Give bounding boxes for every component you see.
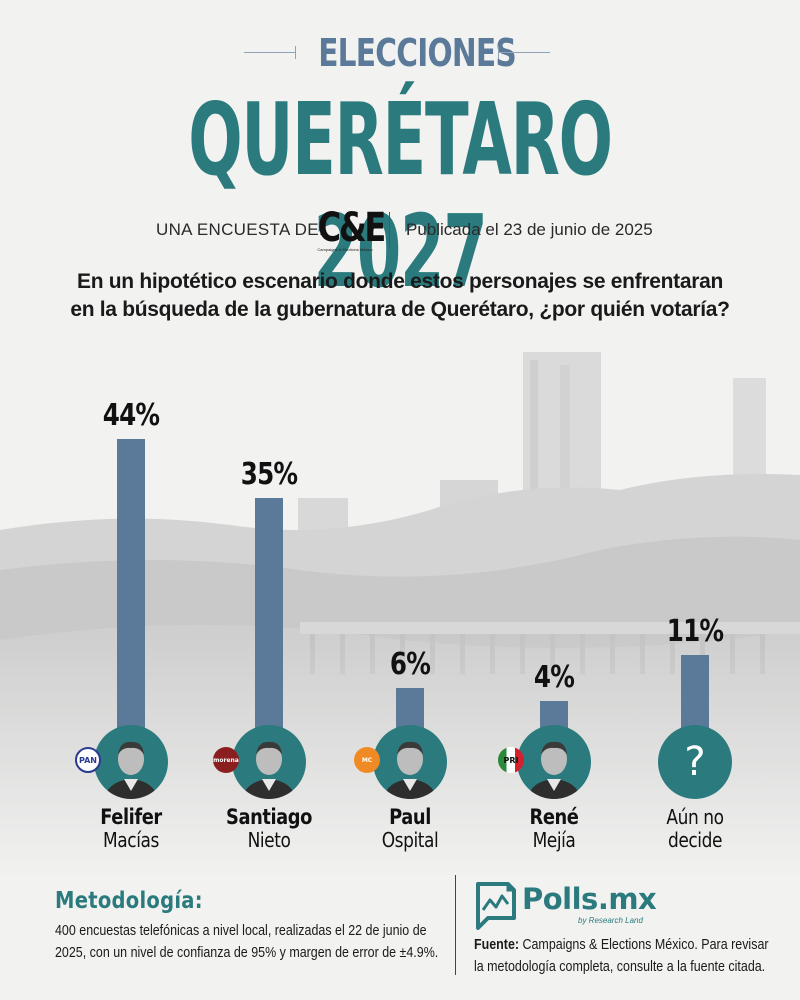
question-mark-icon: ? (684, 739, 706, 785)
byline-label: UNA ENCUESTA DE: (156, 220, 324, 239)
bar-value-label: 6% (389, 646, 431, 682)
person-silhouette-icon (527, 741, 581, 799)
bar-value-label: 44% (102, 397, 160, 433)
polls-mx-brand: Polls.mx (522, 882, 657, 916)
party-badge-text: MC (361, 756, 373, 764)
candidate-last-name: Macías (103, 828, 159, 852)
pri-logo-icon: PRI (498, 747, 524, 773)
candidate-first-name: Paul (389, 805, 431, 829)
page-title: QUERÉTARO 2027 (188, 81, 613, 310)
party-badge-text: morena (213, 756, 239, 764)
candidate-photo (517, 725, 591, 799)
survey-question-line-2: en la búsqueda de la gubernatura de Quer… (70, 298, 730, 321)
movimiento-ciudadano-logo-icon: MC (354, 747, 380, 773)
candidate-last-name: Ospital (381, 828, 439, 852)
footer-divider (455, 875, 456, 975)
pollster-logo-subtext: Campaigns & Elections México (317, 247, 373, 252)
methodology-line-2: 2025, con un nivel de confianza de 95% y… (55, 945, 439, 961)
polls-mx-logo: Polls.mx by Research Land (474, 880, 657, 936)
party-badge-text: PAN (78, 755, 97, 765)
chart-bubble-icon (476, 882, 516, 930)
methodology-text: 400 encuestas telefónicas a nivel local,… (55, 920, 439, 964)
bar-value-label: 35% (240, 456, 298, 492)
person-silhouette-icon (104, 741, 158, 799)
morena-logo-icon: morena (213, 747, 239, 773)
byline-divider (389, 212, 390, 248)
candidate-last-name: decide (667, 828, 723, 852)
methodology-line-1: 400 encuestas telefónicas a nivel local,… (55, 923, 427, 939)
source-line-2: la metodología completa, consulte a la f… (474, 959, 766, 975)
pollster-logo-text: C&E (317, 205, 386, 251)
survey-question-line-1: En un hipotético escenario donde estos p… (77, 270, 723, 293)
candidate-photo (232, 725, 306, 799)
survey-question: En un hipotético escenario donde estos p… (40, 268, 760, 324)
candidate-last-name: Nieto (247, 828, 291, 852)
bar-value-label: 4% (533, 659, 575, 695)
candidate-last-name: Mejía (532, 828, 576, 852)
methodology-title: Metodología: (55, 888, 203, 914)
party-badge-text: PRI (503, 755, 519, 765)
candidate-photo (373, 725, 447, 799)
bar-value-label: 11% (666, 613, 724, 649)
person-silhouette-icon (242, 741, 296, 799)
pollster-logo: C&E Campaigns & Elections México (311, 206, 386, 254)
polls-mx-brand-sub: by Research Land (578, 916, 643, 925)
bar (117, 438, 145, 737)
candidate-first-name: Felifer (100, 805, 162, 829)
header-rule-left (244, 46, 296, 59)
candidate-first-name: Aún no (666, 805, 724, 829)
pan-logo-icon: PAN (75, 747, 101, 773)
candidate-first-name: Santiago (226, 805, 312, 829)
candidate-photo (94, 725, 168, 799)
publication-date: Publicada el 23 de junio de 2025 (406, 220, 653, 239)
candidate-first-name: René (529, 805, 579, 829)
undecided-avatar: ? (658, 725, 732, 799)
bar (255, 497, 283, 737)
source-label: Fuente: (474, 937, 520, 953)
source-line-1: Campaigns & Elections México. Para revis… (519, 937, 769, 953)
bar (681, 654, 709, 737)
source-text: Fuente: Campaigns & Elections México. Pa… (474, 934, 769, 978)
person-silhouette-icon (383, 741, 437, 799)
header-kicker: ELECCIONES (318, 31, 516, 75)
header-rule-right (498, 46, 550, 59)
